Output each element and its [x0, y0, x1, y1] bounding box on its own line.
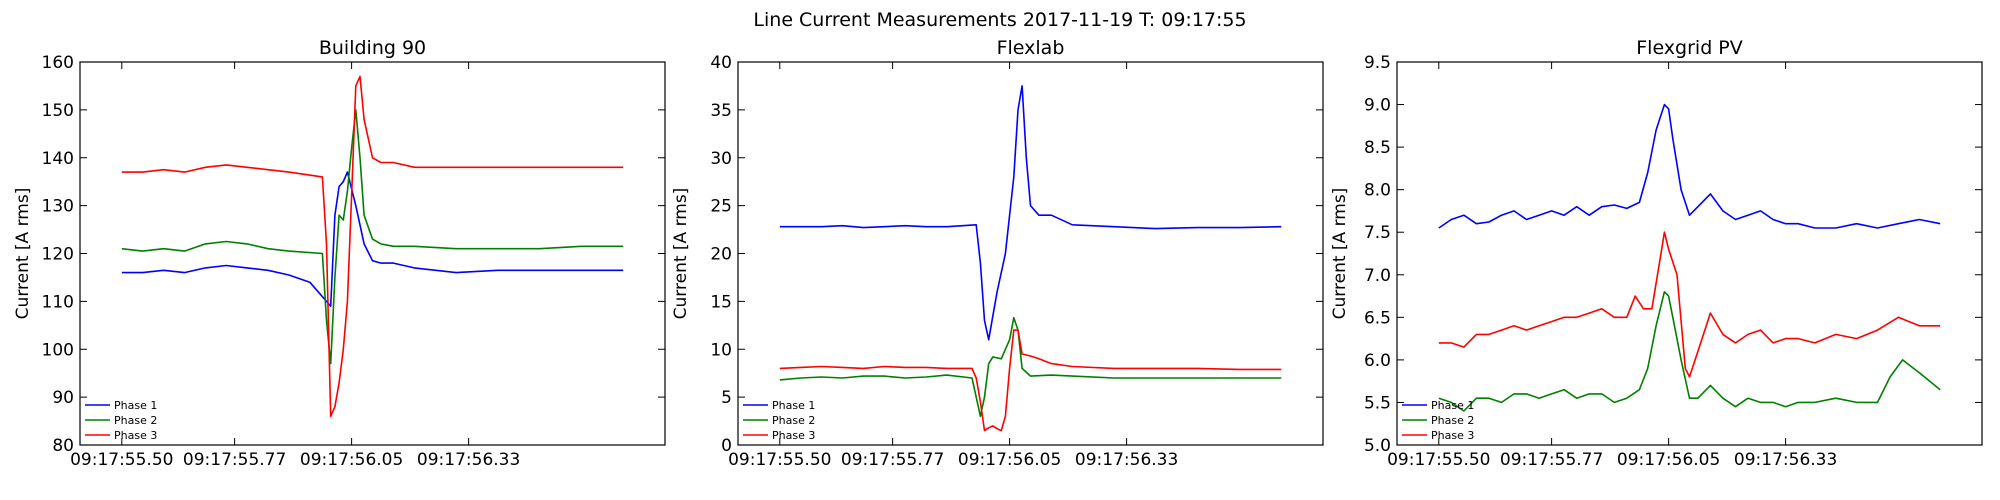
legend-label-phase-1: Phase 1: [1431, 399, 1474, 412]
x-tick-label: 09:17:55.50: [70, 450, 173, 470]
series-line-phase-1-flexlab: [779, 85, 1282, 341]
x-tick-label: 09:17:55.50: [728, 450, 831, 470]
legend-label-phase-2: Phase 2: [114, 414, 157, 427]
y-tick-label: 7.5: [1364, 223, 1391, 243]
series-line-phase-2-building-90: [121, 109, 624, 365]
x-tick-label: 09:17:55.50: [1387, 450, 1490, 470]
y-tick-label: 15: [710, 292, 732, 312]
legend-label-phase-3: Phase 3: [114, 429, 157, 442]
plot-frame-flexlab: [737, 61, 1324, 446]
x-tick-label: 09:17:56.33: [417, 450, 520, 470]
x-tick-label: 09:17:55.77: [841, 450, 944, 470]
y-tick-label: 30: [710, 149, 732, 169]
x-tick-label: 09:17:55.77: [1500, 450, 1603, 470]
legend-label-phase-3: Phase 3: [1431, 429, 1474, 442]
y-tick-label: 5.0: [1364, 436, 1391, 456]
legend-flexlab: Phase 1 Phase 2 Phase 3: [743, 399, 815, 442]
chart-flexgrid-pv: 5.0 5.5 6.0 6.5 7.0 7.5 8.0 8.5 9.0 9.5 09:17:55.5…: [1330, 37, 1983, 470]
y-tick-label: 35: [710, 101, 732, 121]
y-tick-label: 5.5: [1364, 393, 1391, 413]
y-tick-label: 6.5: [1364, 308, 1391, 328]
y-tick-label: 100: [42, 340, 74, 360]
y-axis-label-flexgrid-pv: Current [A rms]: [1330, 188, 1350, 320]
chart-flexlab: 0 5 10 15 20 25 30 35 40 09:17:55.50 09:17:55.77 09…: [671, 37, 1324, 470]
y-tick-label: 20: [710, 245, 732, 265]
y-tick-label: 110: [42, 292, 74, 312]
y-tick-label: 40: [710, 53, 732, 73]
series-line-phase-1-building-90: [121, 171, 624, 308]
y-axis-label-flexlab: Current [A rms]: [671, 188, 691, 320]
x-tick-label: 09:17:56.33: [1075, 450, 1178, 470]
series-line-phase-3-flexgrid-pv: [1438, 231, 1941, 378]
y-tick-label: 5: [721, 388, 732, 408]
legend-label-phase-1: Phase 1: [114, 399, 157, 412]
legend-label-phase-3: Phase 3: [772, 429, 815, 442]
y-tick-label: 25: [710, 197, 732, 217]
y-axis-label-building-90: Current [A rms]: [13, 188, 33, 320]
y-tick-label: 9.5: [1364, 53, 1391, 73]
x-tick-label: 09:17:56.05: [958, 450, 1061, 470]
plot-frame-flexgrid-pv: [1396, 61, 1983, 446]
y-tick-label: 120: [42, 245, 74, 265]
x-tick-label: 09:17:55.77: [183, 450, 286, 470]
y-tick-label: 130: [42, 197, 74, 217]
chart-title-flexlab: Flexlab: [997, 37, 1065, 59]
y-tick-label: 150: [42, 101, 74, 121]
plot-frame-building-90: [79, 61, 666, 446]
y-tick-label: 0: [721, 436, 732, 456]
legend-flexgrid-pv: Phase 1 Phase 2 Phase 3: [1402, 399, 1474, 442]
legend-building-90: Phase 1 Phase 2 Phase 3: [85, 399, 157, 442]
y-tick-label: 8.0: [1364, 181, 1391, 201]
series-line-phase-3-flexlab: [779, 329, 1282, 432]
y-tick-label: 7.0: [1364, 266, 1391, 286]
series-line-phase-2-flexgrid-pv: [1438, 290, 1941, 412]
chart-title-flexgrid-pv: Flexgrid PV: [1636, 37, 1743, 59]
x-tick-label: 09:17:56.05: [1617, 450, 1720, 470]
figure-title: Line Current Measurements 2017-11-19 T: …: [753, 9, 1246, 31]
x-tick-label: 09:17:56.33: [1734, 450, 1837, 470]
legend-label-phase-1: Phase 1: [772, 399, 815, 412]
y-tick-label: 140: [42, 149, 74, 169]
x-tick-label: 09:17:56.05: [300, 450, 403, 470]
chart-building-90: 80 90 100 110 120 130 140 150 160 09:17:55.50 09:1…: [13, 37, 666, 470]
y-tick-label: 6.0: [1364, 351, 1391, 371]
series-line-phase-2-flexlab: [779, 316, 1282, 418]
y-tick-label: 9.0: [1364, 96, 1391, 116]
y-tick-label: 90: [52, 388, 74, 408]
legend-label-phase-2: Phase 2: [1431, 414, 1474, 427]
y-tick-label: 80: [52, 436, 74, 456]
chart-title-building-90: Building 90: [319, 37, 426, 59]
y-tick-label: 160: [42, 53, 74, 73]
series-line-phase-3-building-90: [121, 75, 624, 418]
series-line-phase-1-flexgrid-pv: [1438, 103, 1941, 229]
y-tick-label: 10: [710, 340, 732, 360]
legend-label-phase-2: Phase 2: [772, 414, 815, 427]
y-tick-label: 8.5: [1364, 138, 1391, 158]
